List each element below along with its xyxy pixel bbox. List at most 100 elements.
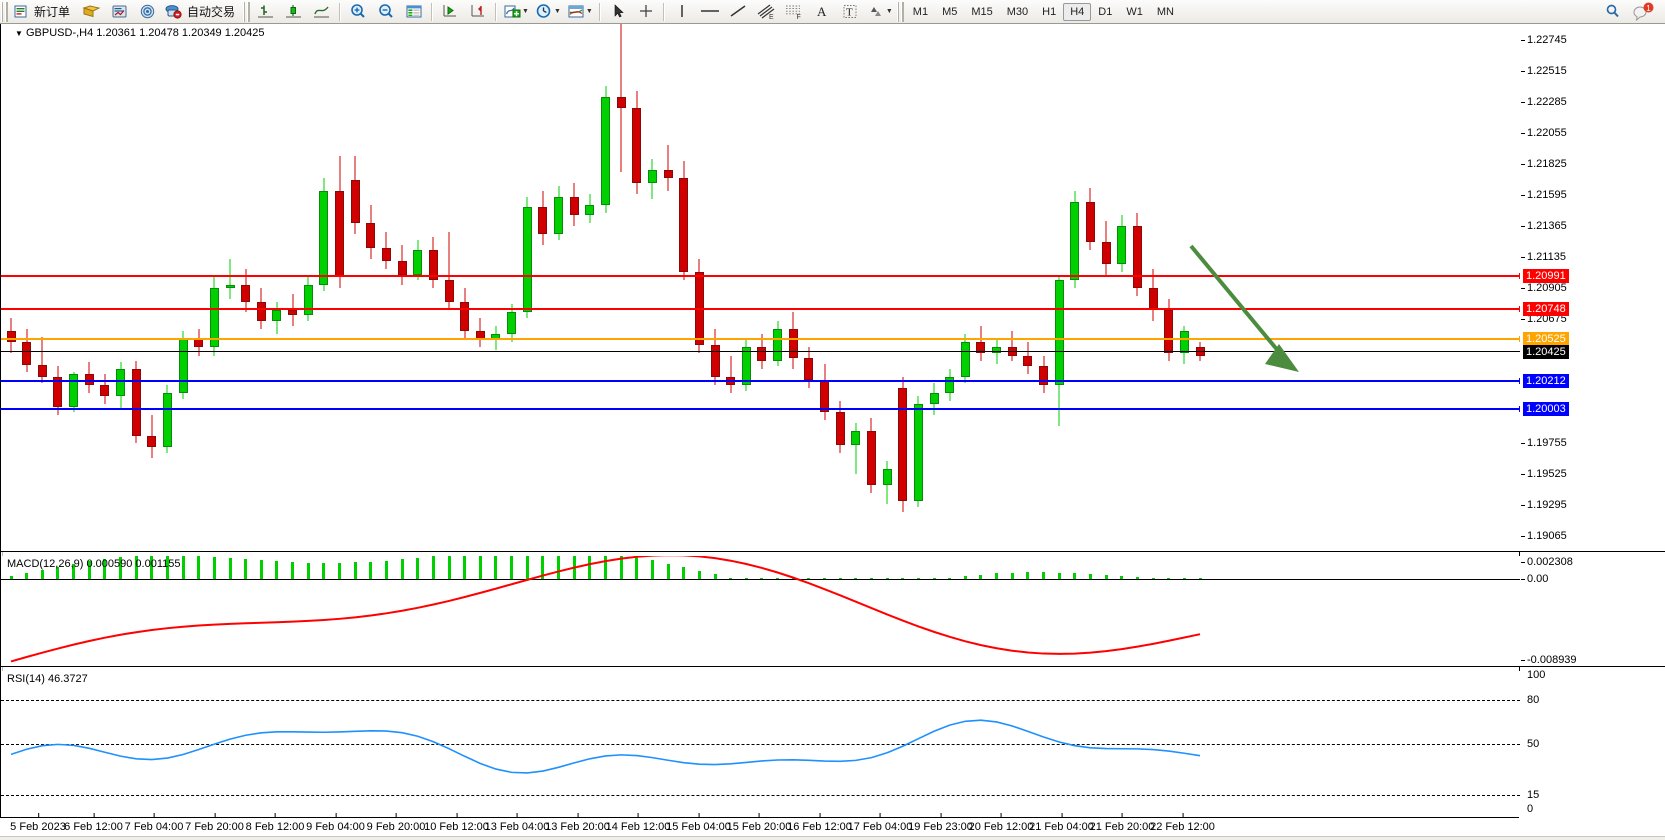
- candle-body: [882, 468, 892, 485]
- price-tick: 1.22515: [1521, 65, 1567, 77]
- resistance-level-2-label[interactable]: 1.20748: [1523, 301, 1569, 316]
- macd-histogram-bar: [682, 567, 686, 579]
- toolbar-grip-3[interactable]: [896, 1, 904, 22]
- candle-body: [241, 285, 251, 302]
- chevron-down-icon[interactable]: ▼: [522, 8, 529, 15]
- level-line-stroke: [1, 408, 1520, 411]
- rsi-pane[interactable]: RSI(14) 46.3727 100 80 50 15 0: [1, 669, 1665, 817]
- timeframe-m30[interactable]: M30: [1006, 5, 1029, 18]
- market-watch-button[interactable]: [105, 0, 133, 24]
- support-level-1-label[interactable]: 1.20212: [1523, 373, 1569, 388]
- equidistant-channel-tool-button[interactable]: E: [752, 0, 780, 24]
- candle-body: [538, 207, 548, 235]
- text-tool-button[interactable]: A: [808, 0, 836, 24]
- notifications-button[interactable]: 1: [1627, 0, 1659, 24]
- time-tick: 21 Feb 04:00: [1029, 813, 1094, 833]
- current-price-level-label[interactable]: 1.20425: [1523, 345, 1569, 360]
- toolbar-grip-2[interactable]: [243, 1, 251, 22]
- chevron-down-icon[interactable]: ▼: [585, 8, 593, 15]
- trendline-tool-button[interactable]: [724, 0, 752, 24]
- templates-button[interactable]: ▼: [564, 0, 596, 24]
- profile-button[interactable]: [77, 0, 105, 24]
- macd-pane[interactable]: MACD(12,26,9) 0.000590 0.001155 0.002308…: [1, 556, 1665, 666]
- candle-body: [741, 347, 751, 386]
- macd-label: MACD(12,26,9) 0.000590 0.001155: [7, 558, 181, 570]
- resistance-level-1-label[interactable]: 1.20991: [1523, 268, 1569, 283]
- candlestick: [773, 320, 783, 367]
- chart-area[interactable]: ▼ GBPUSD-,H4 1.20361 1.20478 1.20349 1.2…: [0, 24, 1665, 840]
- new-order-button[interactable]: 新订单: [10, 0, 77, 24]
- auto-scroll-button[interactable]: [436, 0, 464, 24]
- price-axis[interactable]: 1.22745 1.22515 1.22285 1.22055 1.21825 1.215…: [1521, 24, 1665, 551]
- indicators-button[interactable]: ▼: [500, 0, 532, 24]
- chart-shift-icon: [469, 3, 487, 20]
- crosshair-tool-button[interactable]: [632, 0, 660, 24]
- candlestick-chart-button[interactable]: [280, 0, 308, 24]
- price-tick: 1.19065: [1521, 530, 1567, 542]
- text-label-tool-button[interactable]: T: [836, 0, 864, 24]
- toolbar-grip-1[interactable]: [1, 1, 8, 22]
- rsi-tick: 80: [1527, 694, 1540, 707]
- cursor-tool-button[interactable]: [604, 0, 632, 24]
- rsi-tick: 0: [1527, 803, 1534, 815]
- price-pane[interactable]: ▼ GBPUSD-,H4 1.20361 1.20478 1.20349 1.2…: [1, 24, 1665, 551]
- data-window-button[interactable]: [400, 0, 428, 24]
- toolbar-separator-5: [662, 2, 665, 21]
- candle-body: [272, 309, 282, 321]
- level-line-handle[interactable]: [1519, 305, 1520, 312]
- folder-yellow-icon: [81, 3, 101, 20]
- timeframe-h4[interactable]: H4: [1063, 2, 1092, 21]
- search-button[interactable]: [1599, 0, 1627, 24]
- candlestick: [53, 366, 63, 415]
- timeframe-m5[interactable]: M5: [942, 5, 958, 18]
- candlestick: [1117, 215, 1127, 272]
- algo-trading-icon: [164, 3, 183, 20]
- timeframe-h1[interactable]: H1: [1042, 5, 1057, 18]
- rsi-plot[interactable]: [1, 671, 1520, 817]
- bar-chart-button[interactable]: [252, 0, 280, 24]
- level-line-handle[interactable]: [1519, 377, 1520, 384]
- candle-body: [569, 196, 579, 216]
- vertical-line-tool-button[interactable]: [668, 0, 696, 24]
- triangle-down-icon[interactable]: ▼: [15, 29, 23, 38]
- timeframe-m1[interactable]: M1: [912, 5, 929, 18]
- candle-body: [147, 436, 157, 448]
- candlestick-icon: [285, 3, 303, 20]
- candlestick: [131, 360, 141, 444]
- candlestick: [960, 334, 970, 383]
- macd-axis[interactable]: 0.002308 0.00 -0.008939: [1521, 556, 1665, 666]
- signals-button[interactable]: [133, 0, 161, 24]
- macd-plot[interactable]: [1, 556, 1520, 666]
- timeframe-m15[interactable]: M15: [971, 5, 993, 18]
- zoom-in-button[interactable]: [344, 0, 372, 24]
- timeframe-d1[interactable]: D1: [1098, 5, 1113, 18]
- level-line-handle[interactable]: [1519, 272, 1520, 279]
- macd-histogram-bar: [588, 556, 592, 579]
- fibonacci-tool-button[interactable]: F: [780, 0, 808, 24]
- pivot-level-label[interactable]: 1.20525: [1523, 331, 1569, 346]
- line-chart-button[interactable]: [308, 0, 336, 24]
- algo-trading-button[interactable]: 自动交易: [161, 0, 242, 24]
- candlestick: [976, 325, 986, 361]
- chart-shift-button[interactable]: [464, 0, 492, 24]
- chevron-down-icon[interactable]: ▼: [885, 8, 893, 15]
- period-button[interactable]: ▼: [532, 0, 564, 24]
- text-a-icon: A: [814, 3, 830, 20]
- support-level-2-label[interactable]: 1.20003: [1523, 402, 1569, 417]
- level-line-handle[interactable]: [1519, 406, 1520, 413]
- time-tick: 8 Feb 12:00: [246, 813, 304, 833]
- candlestick: [350, 156, 360, 235]
- zoom-out-button[interactable]: [372, 0, 400, 24]
- timeframe-w1[interactable]: W1: [1126, 5, 1143, 18]
- price-plot[interactable]: [1, 24, 1520, 551]
- time-axis[interactable]: 5 Feb 2023 6 Feb 12:00 7 Feb 04:00 7 Feb 20…: [0, 813, 1665, 839]
- level-line-handle[interactable]: [1519, 335, 1520, 342]
- svg-text:A: A: [817, 4, 827, 19]
- horizontal-line-tool-button[interactable]: [696, 0, 724, 24]
- timeframe-mn[interactable]: MN: [1156, 5, 1174, 18]
- chevron-down-icon[interactable]: ▼: [553, 8, 561, 15]
- shapes-tool-button[interactable]: ▼: [864, 0, 896, 24]
- candlestick: [84, 362, 94, 394]
- candle-body: [116, 369, 125, 396]
- rsi-axis[interactable]: 100 80 50 15 0: [1521, 669, 1665, 817]
